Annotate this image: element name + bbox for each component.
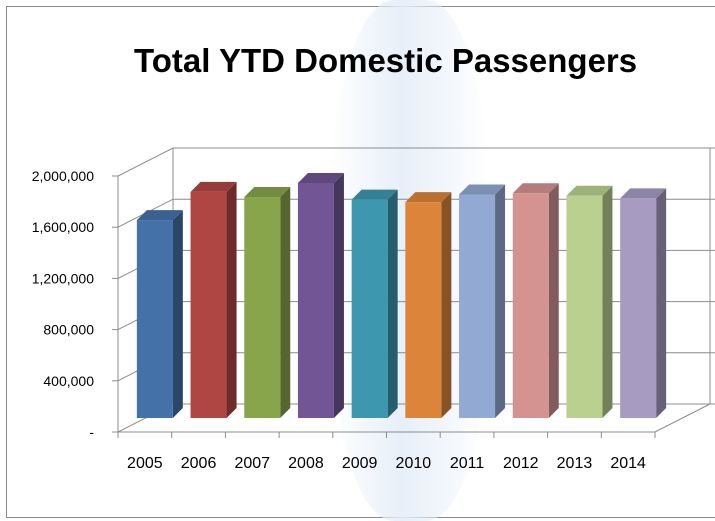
bars [136,172,667,418]
bar-front [244,197,281,418]
y-tick-label: - [89,424,94,440]
bar-side [495,184,506,418]
x-tick-label: 2010 [396,455,432,472]
bar-front [620,198,657,418]
bar-side [226,181,237,418]
x-tick-label: 2005 [127,455,163,472]
y-tick-label: 1,600,000 [32,219,94,235]
bar-top [405,192,452,203]
bar-2009 [351,189,398,418]
y-tick-label: 2,000,000 [32,168,94,184]
bar-side [548,183,559,418]
bar-2013 [566,185,613,418]
bar-top [244,187,291,198]
bar-top [566,185,613,196]
chart-title: Total YTD Domestic Passengers [134,42,638,79]
x-tick-label: 2006 [181,455,217,472]
bar-front [459,194,496,418]
tick-labels: - 400,000 800,000 1,200,000 1,600,000 2,000,0… [32,168,646,472]
bar-front [512,193,549,418]
x-tick-label: 2008 [288,455,324,472]
axes [112,147,715,438]
x-tick-label: 2009 [342,455,378,472]
bar-front [351,199,388,418]
bar-top [190,181,237,192]
bar-front [190,191,227,418]
bar-2011 [459,184,506,418]
x-tick-label: 2013 [557,455,593,472]
bar-front [566,195,603,418]
bar-2008 [297,172,344,418]
x-tick-label: 2011 [450,455,485,472]
bar-2006 [190,181,237,418]
gridline [117,147,710,177]
bar-2010 [405,192,452,418]
bar-top [459,184,506,195]
y-tick-label: 400,000 [43,373,94,389]
bar-top [512,183,559,194]
bar-side [333,172,344,418]
y-tick-label: 1,200,000 [32,270,94,286]
bar-front [136,220,173,418]
bar-side [602,185,613,418]
bar-2014 [620,188,667,418]
bar-2012 [512,183,559,418]
x-tick-label: 2012 [503,455,539,472]
bar-top [620,188,667,199]
bar-2007 [244,187,291,418]
bar-side [656,188,667,418]
bar-side [280,187,291,418]
bar-side [172,210,183,418]
bar-top [351,189,398,200]
x-tick-label: 2014 [610,455,646,472]
bar-side [441,192,452,418]
bar-front [297,182,334,418]
x-tick-label: 2007 [234,455,270,472]
y-tick-label: 800,000 [43,322,94,338]
bar-top [136,210,183,221]
bar-side [387,189,398,418]
bar-top [297,172,344,183]
bar-front [405,202,442,418]
bar-2005 [136,210,183,418]
